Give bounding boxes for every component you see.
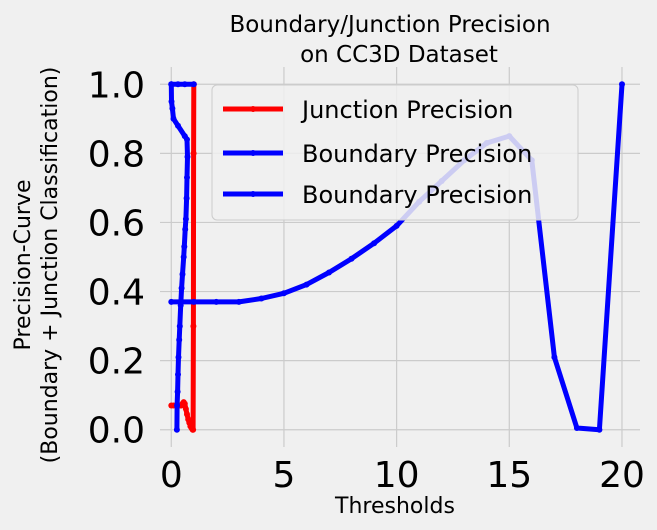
data-point xyxy=(183,195,190,202)
data-point xyxy=(168,98,175,105)
data-point xyxy=(176,323,183,330)
data-point xyxy=(551,354,558,361)
legend-box xyxy=(211,84,579,221)
legend-label: Boundary Precision xyxy=(302,140,532,168)
legend-label: Junction Precision xyxy=(300,96,513,124)
data-point xyxy=(190,81,197,88)
x-tick-label: 0 xyxy=(160,455,183,496)
data-point xyxy=(184,136,190,143)
data-point xyxy=(573,425,580,431)
data-point xyxy=(184,174,190,181)
data-point xyxy=(181,243,188,250)
data-point xyxy=(190,426,197,433)
data-point xyxy=(168,81,175,88)
data-point xyxy=(280,290,287,297)
data-point xyxy=(181,81,188,88)
x-axis-ticks: 0 5 10 15 20 xyxy=(160,455,645,496)
data-point xyxy=(181,400,188,407)
data-point xyxy=(190,323,197,330)
y-tick-label: 0.4 xyxy=(88,273,145,314)
legend-entry: Junction Precision xyxy=(223,96,513,124)
legend-label: Boundary Precision xyxy=(302,181,532,209)
data-point xyxy=(174,402,181,409)
chart-title-line-2: on CC3D Dataset xyxy=(300,42,498,68)
y-axis-label-line-1: Precision-Curve xyxy=(11,179,36,350)
data-point xyxy=(182,216,189,222)
x-tick-label: 10 xyxy=(374,455,420,496)
data-point xyxy=(168,298,175,305)
data-point xyxy=(176,336,183,343)
data-point xyxy=(371,240,378,247)
y-axis-label-line-2: (Boundary + Junction Classification) xyxy=(38,67,63,464)
data-point xyxy=(182,226,189,233)
data-point xyxy=(348,255,355,262)
data-point xyxy=(175,354,182,361)
data-point xyxy=(184,153,191,160)
data-point xyxy=(178,285,185,292)
data-point xyxy=(190,150,197,157)
data-point xyxy=(169,105,176,112)
legend-swatch-marker xyxy=(250,106,256,112)
legend-entry: Boundary Precision xyxy=(223,140,532,168)
data-point xyxy=(235,298,242,305)
data-point xyxy=(326,269,332,276)
data-point xyxy=(179,271,186,278)
data-point xyxy=(173,426,180,433)
data-point xyxy=(170,115,177,122)
data-point xyxy=(175,122,181,129)
y-tick-label: 0.6 xyxy=(88,203,145,244)
data-point xyxy=(190,298,197,305)
data-point xyxy=(180,254,187,260)
legend-swatch-marker xyxy=(250,191,256,197)
x-tick-label: 5 xyxy=(272,455,295,496)
data-point xyxy=(184,411,190,418)
series-line xyxy=(168,81,197,88)
data-point xyxy=(393,222,400,229)
chart-title: Boundary/Junction Precision on CC3D Data… xyxy=(229,12,550,68)
x-axis-label: Thresholds xyxy=(334,494,455,519)
y-tick-label: 0.0 xyxy=(88,411,145,452)
data-point xyxy=(182,406,189,412)
data-point xyxy=(213,298,220,305)
x-tick-label: 15 xyxy=(486,455,532,496)
series-line xyxy=(168,81,625,433)
legend-swatch-marker xyxy=(250,150,256,156)
x-tick-label: 20 xyxy=(599,455,645,496)
y-tick-label: 0.8 xyxy=(88,134,145,175)
legend-entry: Boundary Precision xyxy=(223,181,532,209)
data-point xyxy=(175,371,181,378)
data-point xyxy=(175,81,181,88)
legend: Junction Precision Boundary Precision Bo… xyxy=(211,84,579,221)
data-point xyxy=(596,426,603,433)
y-tick-label: 0.2 xyxy=(88,342,145,383)
data-point xyxy=(303,281,310,288)
data-point xyxy=(619,81,625,88)
data-point xyxy=(174,388,181,395)
chart-title-line-1: Boundary/Junction Precision xyxy=(229,12,550,38)
series-layer xyxy=(168,81,625,433)
y-axis-ticks: 0.0 0.2 0.4 0.6 0.8 1.0 xyxy=(88,65,145,451)
y-axis-label: Precision-Curve (Boundary + Junction Cla… xyxy=(11,67,63,464)
y-tick-label: 1.0 xyxy=(88,65,145,106)
data-point xyxy=(258,295,265,302)
